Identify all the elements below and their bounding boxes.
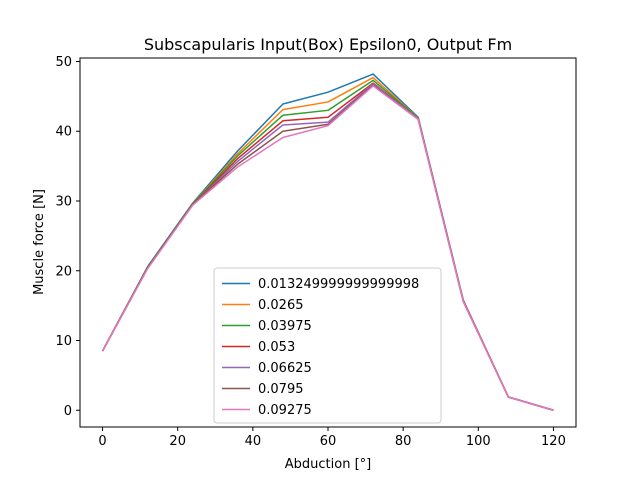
x-tick-label: 80 [395, 434, 412, 449]
legend-entry-label: 0.03975 [258, 319, 312, 334]
chart-title: Subscapularis Input(Box) Epsilon0, Outpu… [144, 35, 512, 54]
x-axis: 0 20 40 60 80 100 120 [98, 427, 566, 449]
y-tick-label: 10 [55, 334, 72, 349]
legend: 0.013249999999999998 0.0265 0.03975 0.053 0.… [213, 267, 442, 424]
x-tick-label: 20 [169, 434, 186, 449]
legend-entry-label: 0.053 [258, 340, 295, 355]
y-axis-label: Muscle force [N] [32, 189, 47, 295]
legend-entry-label: 0.013249999999999998 [258, 277, 419, 292]
legend-entry-label: 0.0265 [258, 298, 304, 313]
y-tick-label: 40 [55, 125, 72, 140]
x-tick-label: 40 [245, 434, 262, 449]
y-axis: 0 10 20 30 40 50 [55, 55, 80, 419]
series-layer [101, 73, 554, 411]
y-tick-label: 30 [55, 194, 72, 209]
series-line-7 [101, 85, 554, 411]
legend-entry-label: 0.0795 [258, 382, 304, 397]
x-tick-label: 60 [320, 434, 337, 449]
x-tick-label: 120 [541, 434, 566, 449]
x-axis-label: Abduction [°] [285, 457, 371, 472]
x-tick-label: 0 [98, 434, 106, 449]
legend-box [213, 267, 442, 424]
x-tick-label: 100 [466, 434, 491, 449]
legend-entry-label: 0.06625 [258, 361, 312, 376]
y-tick-label: 50 [55, 55, 72, 70]
legend-entry-label: 0.09275 [258, 403, 312, 418]
y-tick-label: 20 [55, 264, 72, 279]
y-tick-label: 0 [64, 404, 72, 419]
